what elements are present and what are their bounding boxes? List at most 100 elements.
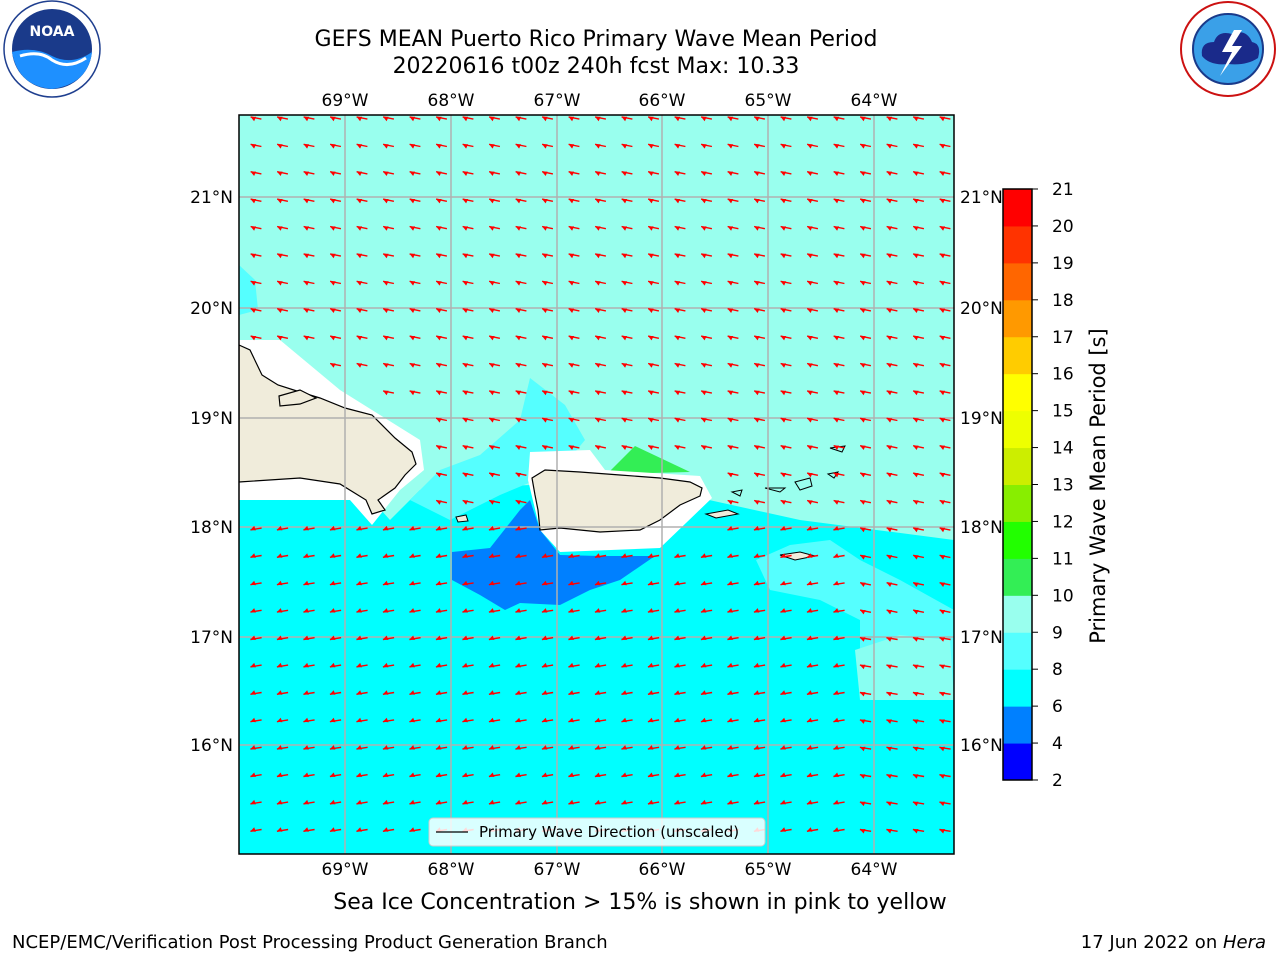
graticule <box>239 115 954 854</box>
lat-label: 20°N <box>960 299 1003 319</box>
wave-arrow-head <box>542 390 548 396</box>
wave-arrow-head <box>621 226 628 231</box>
wave-arrow-head <box>277 171 283 176</box>
wave-arrow-head <box>701 199 707 204</box>
wave-arrow-head <box>277 336 283 341</box>
wave-arrow-head <box>594 799 601 805</box>
wave-arrow-head <box>939 637 945 642</box>
wave-arrow-head <box>250 253 257 259</box>
wave-arrow-head <box>647 799 654 805</box>
wave-arrow-head <box>515 253 522 259</box>
wave-arrow-head <box>568 580 574 586</box>
wave-arrow-head <box>833 390 840 396</box>
wave-arrow-head <box>568 772 574 777</box>
nws-logo-icon <box>1180 1 1276 97</box>
wave-arrow-head <box>780 336 787 341</box>
wave-arrow-head <box>568 308 575 313</box>
wave-arrow-head <box>489 363 495 368</box>
wave-arrow-head <box>860 418 866 423</box>
wave-arrow-head <box>780 553 786 558</box>
wave-arrow-head <box>700 635 707 640</box>
wave-arrow-head <box>250 171 257 176</box>
credit-left: NCEP/EMC/Verification Post Processing Pr… <box>12 932 608 953</box>
wave-arrow-head <box>807 226 813 231</box>
wave-arrow-head <box>383 199 389 204</box>
wave-arrow-head <box>806 799 813 805</box>
noaa-logo-text: NOAA <box>30 24 75 40</box>
wave-arrow-head <box>409 690 415 695</box>
wave-arrow-head <box>383 144 389 149</box>
wave-arrow-head <box>356 580 362 586</box>
wave-arrow-head <box>303 662 309 668</box>
wave-arrow-head <box>409 745 415 750</box>
wave-arrow-head <box>356 116 363 122</box>
wave-arrow-head <box>886 473 893 478</box>
colorbar-swatch <box>1003 632 1032 670</box>
wave-arrow-head <box>409 116 416 122</box>
wave-arrow-head <box>913 363 919 368</box>
wave-arrow-head <box>409 608 415 613</box>
wave-arrow-head <box>621 635 627 640</box>
wave-arrow-head <box>807 116 813 122</box>
wave-arrow-head <box>833 473 840 478</box>
wave-arrow-head <box>303 226 310 231</box>
wave-arrow-head <box>462 608 468 613</box>
wave-arrow-head <box>939 664 945 670</box>
wave-arrow-head <box>595 116 601 122</box>
wave-arrow-head <box>515 799 521 805</box>
wave-arrow-head <box>860 445 866 450</box>
wave-arrow-head <box>886 692 892 697</box>
wave-arrow-head <box>859 746 866 752</box>
wave-arrow-head <box>329 553 336 558</box>
wave-arrow-head <box>806 580 813 586</box>
lat-label: 19°N <box>960 409 1003 429</box>
wave-arrow-head <box>674 580 680 586</box>
wave-arrow-head <box>647 662 654 668</box>
wave-arrow-head <box>939 582 946 587</box>
wave-arrow-head <box>912 801 919 807</box>
wave-arrow-head <box>939 171 946 176</box>
lon-label: 69°W <box>322 860 369 880</box>
wave-arrow-head <box>700 772 707 777</box>
wave-arrow-head <box>250 553 256 558</box>
wave-arrow-head <box>277 199 283 204</box>
wave-arrow-head <box>621 253 628 259</box>
wave-arrow-head <box>754 418 760 423</box>
wave-arrow-head <box>674 608 680 613</box>
wave-arrow-head <box>913 199 919 204</box>
wave-arrow-head <box>594 772 601 777</box>
wave-arrow-head <box>276 772 283 777</box>
wave-arrow-head <box>276 690 283 695</box>
wave-arrow-head <box>330 199 336 204</box>
colorbar-swatch <box>1003 410 1032 449</box>
lat-label: 16°N <box>960 736 1003 756</box>
wave-arrow-head <box>780 308 787 313</box>
wave-arrow-head <box>462 199 469 204</box>
wave-arrow-head <box>250 116 257 122</box>
wave-arrow-head <box>939 746 945 752</box>
wave-arrow-head <box>515 662 521 668</box>
wave-arrow-head <box>754 116 760 122</box>
wave-arrow-head <box>489 390 495 396</box>
wave-arrow-head <box>276 799 283 805</box>
lat-labels-left: 21°N 20°N 19°N 18°N 17°N 16°N <box>190 188 233 756</box>
wave-arrow-head <box>806 827 813 832</box>
wave-arrow-head <box>276 662 283 668</box>
wave-arrow-head <box>568 226 575 231</box>
wave-arrow-head <box>382 745 389 750</box>
wave-arrow-head <box>489 116 495 122</box>
wave-arrow-head <box>356 717 362 723</box>
wave-arrow-head <box>595 390 601 396</box>
wave-arrow-head <box>542 199 548 204</box>
lat-label: 17°N <box>190 628 233 648</box>
wave-arrow-head <box>250 525 256 531</box>
wave-arrow-head <box>754 336 760 341</box>
lat-label: 21°N <box>190 188 233 208</box>
lat-label: 20°N <box>190 299 233 319</box>
colorbar-swatch <box>1003 336 1032 375</box>
wave-arrow-head <box>462 336 469 341</box>
wave-arrow-head <box>488 635 495 640</box>
wave-arrow-head <box>780 171 787 176</box>
wave-arrow-head <box>330 226 336 231</box>
wave-arrow-head <box>806 717 813 723</box>
